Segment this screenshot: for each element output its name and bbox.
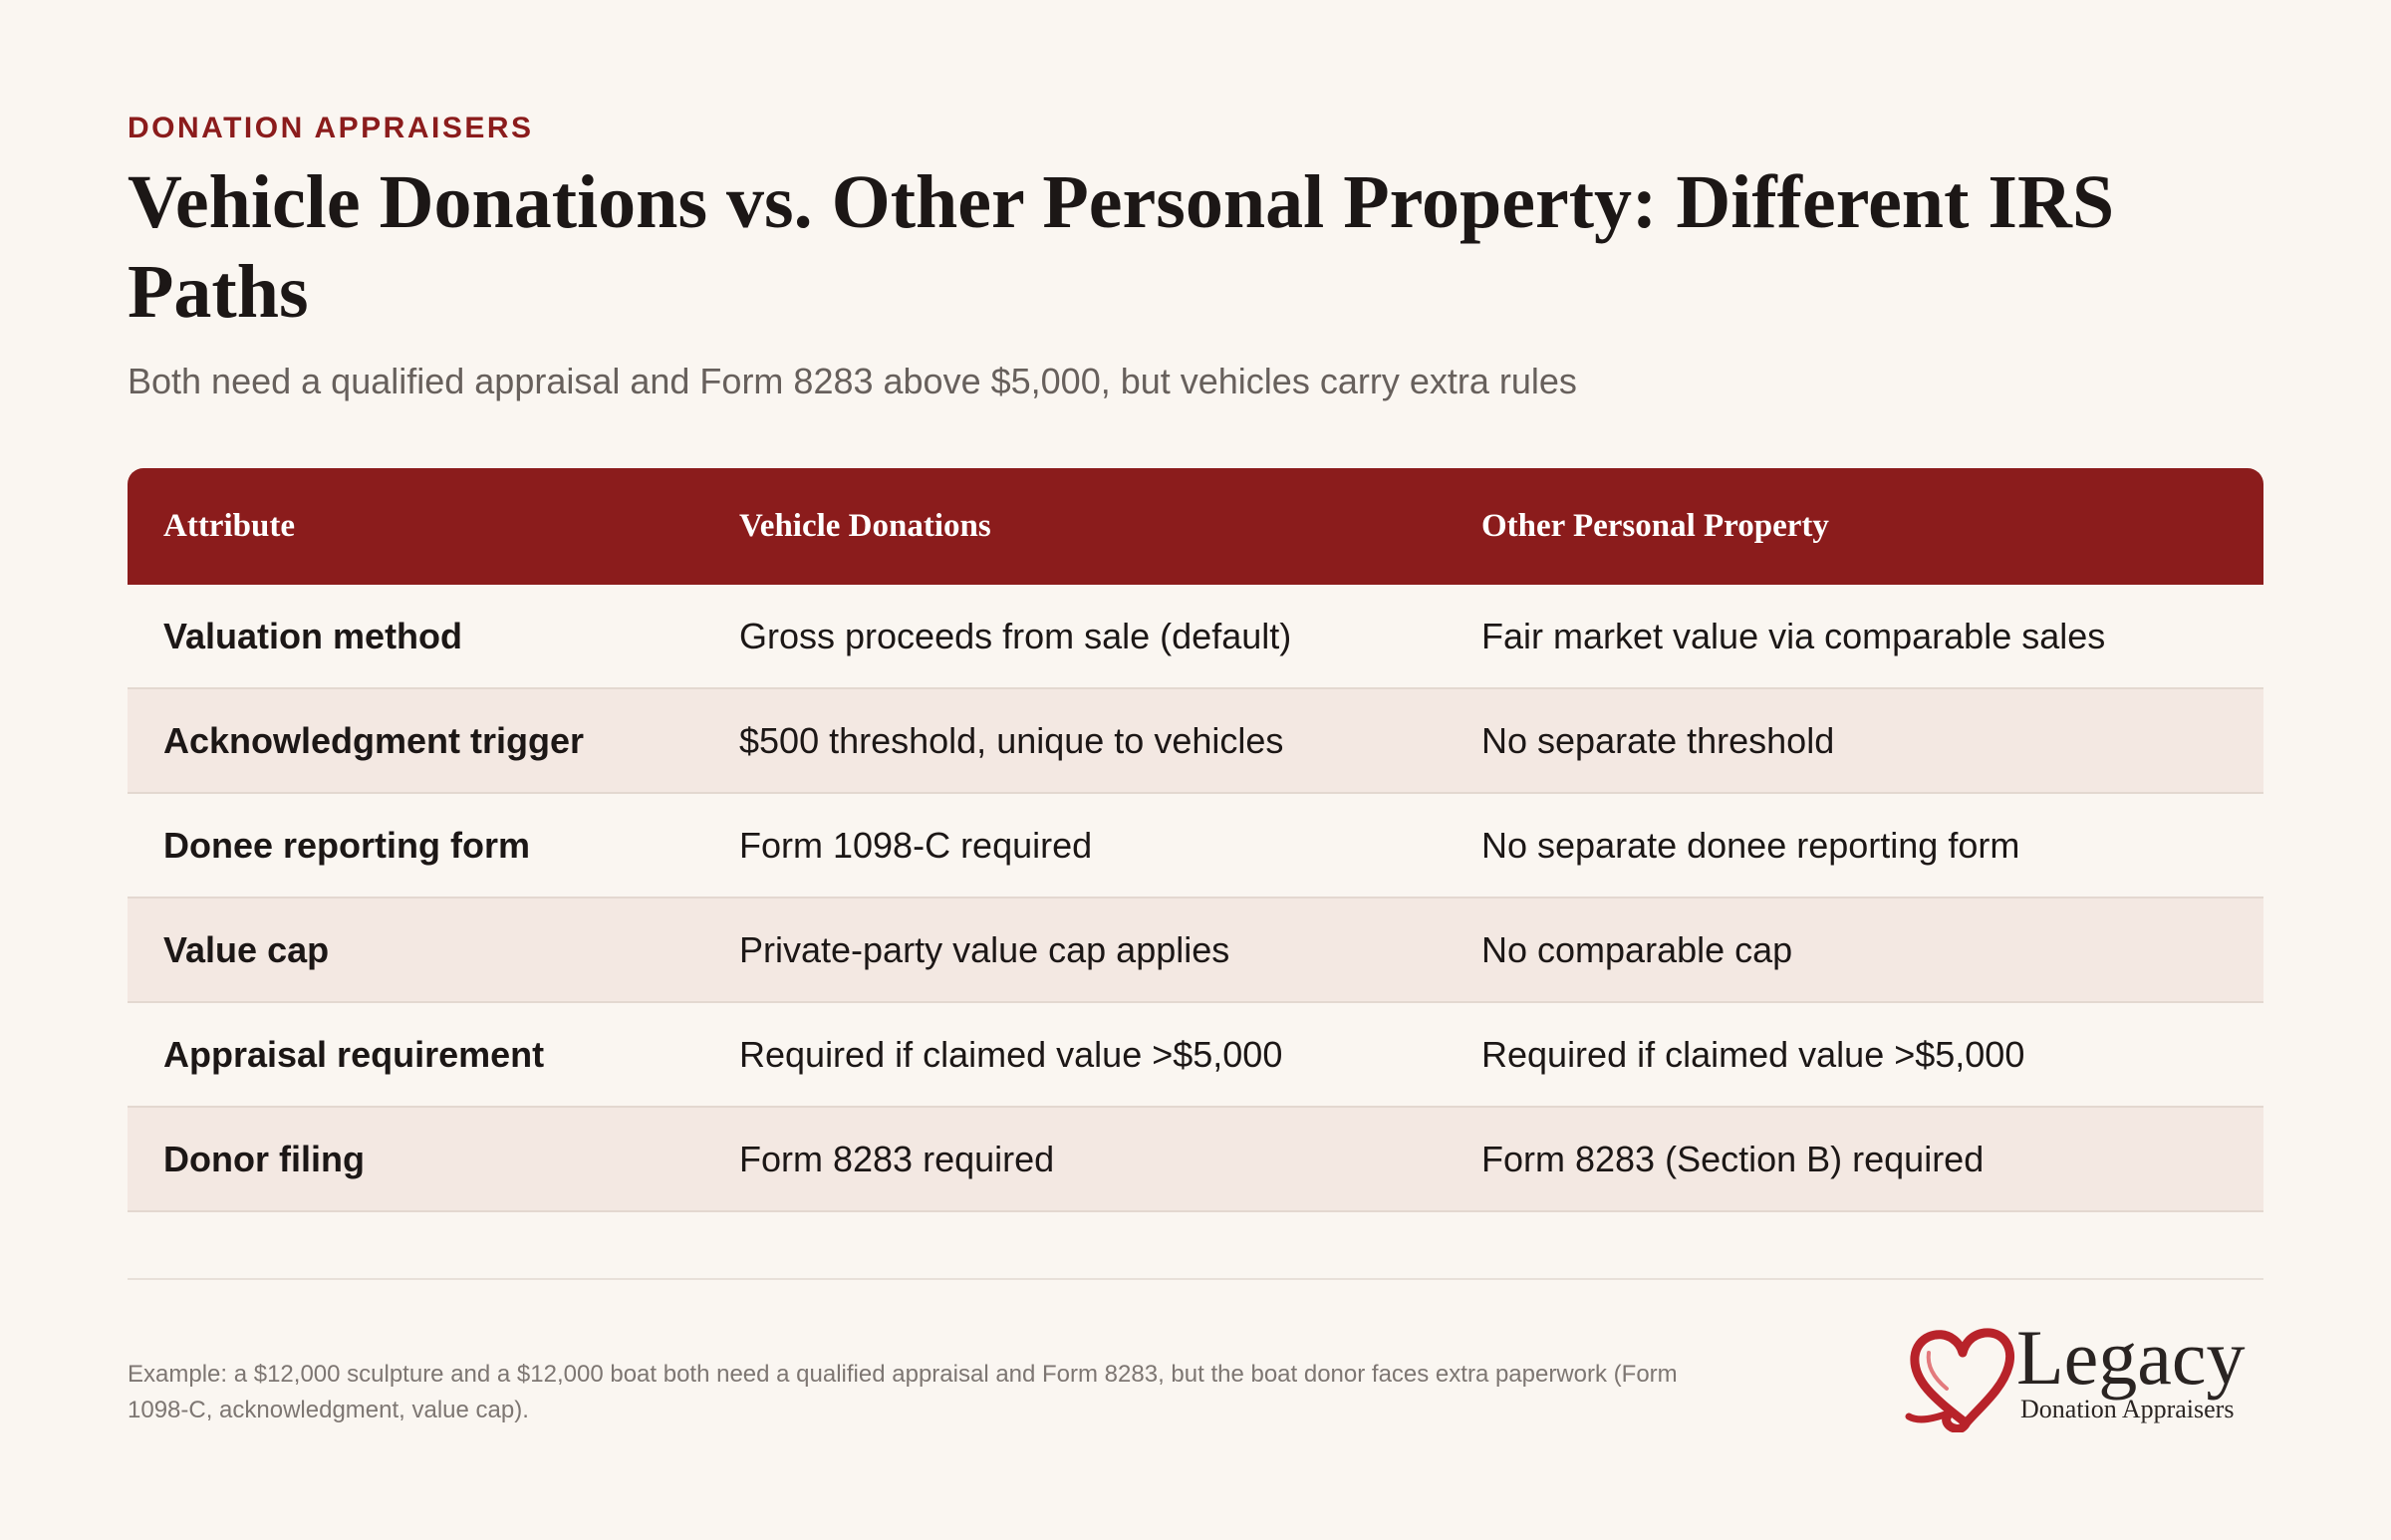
heart-ribbon-icon <box>1905 1328 2014 1432</box>
vehicle-cell: Gross proceeds from sale (default) <box>703 585 1446 689</box>
logo-subtitle: Donation Appraisers <box>2020 1395 2235 1423</box>
page-subtitle: Both need a qualified appraisal and Form… <box>128 361 1577 401</box>
property-cell: No separate threshold <box>1446 688 2263 794</box>
attribute-cell: Value cap <box>128 898 703 1003</box>
attribute-cell: Acknowledgment trigger <box>128 688 703 794</box>
attribute-cell: Appraisal requirement <box>128 1002 703 1108</box>
eyebrow-label: DONATION APPRAISERS <box>128 112 534 144</box>
vehicle-cell: Private-party value cap applies <box>703 898 1446 1003</box>
vehicle-cell: Form 1098-C required <box>703 793 1446 898</box>
property-cell: No separate donee reporting form <box>1446 793 2263 898</box>
brand-logo: Legacy Donation Appraisers <box>1905 1317 2263 1436</box>
table-body: Valuation method Gross proceeds from sal… <box>128 585 2263 1212</box>
page-title: Vehicle Donations vs. Other Personal Pro… <box>128 160 2115 334</box>
footnote-text: Example: a $12,000 sculpture and a $12,0… <box>128 1361 1678 1423</box>
vehicle-cell: $500 threshold, unique to vehicles <box>703 688 1446 794</box>
attribute-cell: Donor filing <box>128 1107 703 1212</box>
table-row: Appraisal requirement Required if claime… <box>128 1002 2263 1108</box>
table-header: Attribute Vehicle Donations Other Person… <box>128 468 2263 585</box>
table-row: Donor filing Form 8283 required Form 828… <box>128 1107 2263 1212</box>
attribute-cell: Valuation method <box>128 585 703 689</box>
vehicle-cell: Form 8283 required <box>703 1107 1446 1212</box>
comparison-table: Attribute Vehicle Donations Other Person… <box>128 468 2263 1212</box>
property-cell: Required if claimed value >$5,000 <box>1446 1002 2263 1108</box>
property-cell: Form 8283 (Section B) required <box>1446 1107 2263 1212</box>
footer-divider <box>128 1278 2263 1280</box>
header-other-personal-property: Other Personal Property <box>1446 468 2263 585</box>
vehicle-cell: Required if claimed value >$5,000 <box>703 1002 1446 1108</box>
property-cell: No comparable cap <box>1446 898 2263 1003</box>
logo-wordmark: Legacy <box>2016 1314 2246 1401</box>
header-attribute: Attribute <box>128 468 703 585</box>
property-cell: Fair market value via comparable sales <box>1446 585 2263 689</box>
header-vehicle-donations: Vehicle Donations <box>703 468 1446 585</box>
table-row: Donee reporting form Form 1098-C require… <box>128 793 2263 898</box>
infographic-page: DONATION APPRAISERS Vehicle Donations vs… <box>128 0 2263 1540</box>
table-row: Value cap Private-party value cap applie… <box>128 898 2263 1003</box>
attribute-cell: Donee reporting form <box>128 793 703 898</box>
table-row: Acknowledgment trigger $500 threshold, u… <box>128 688 2263 794</box>
table-header-row: Attribute Vehicle Donations Other Person… <box>128 468 2263 585</box>
table-row: Valuation method Gross proceeds from sal… <box>128 585 2263 689</box>
